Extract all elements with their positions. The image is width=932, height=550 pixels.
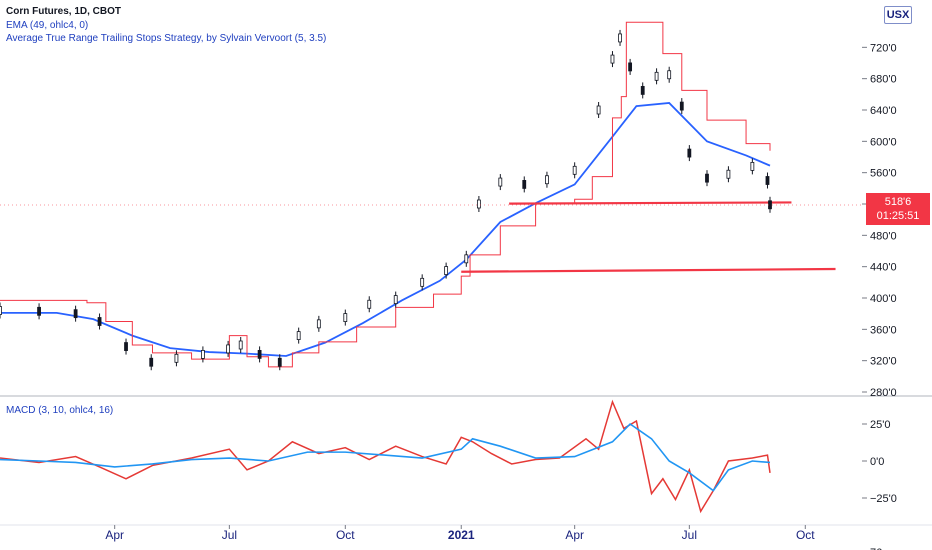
candle [750, 161, 755, 171]
atr-trailing-stop-line [0, 21, 771, 368]
candle [124, 342, 128, 351]
price-tick-label: 600'0 [870, 136, 897, 148]
atr-indicator-label[interactable]: Average True Range Trailing Stops Strate… [6, 33, 327, 44]
candle [640, 86, 645, 95]
candle [476, 199, 481, 209]
signal-line [0, 422, 771, 492]
candle [97, 317, 102, 326]
time-tick-label: Oct [336, 528, 355, 542]
macd-axis[interactable]: 25'0 0'0 −25'0 [862, 419, 897, 505]
candle [545, 175, 549, 185]
candle [420, 277, 425, 287]
last-price-value: 518'6 [884, 196, 912, 208]
time-tick-label: Oct [796, 528, 815, 542]
price-tick-label: 560'0 [870, 168, 897, 180]
candle [296, 331, 301, 341]
candle [174, 353, 179, 363]
symbol-title[interactable]: Corn Futures, 1D, CBOT [6, 6, 122, 17]
macd-tick-label: 0'0 [870, 456, 884, 468]
candle [765, 176, 770, 185]
candle [705, 173, 709, 183]
price-tick-label: 680'0 [870, 74, 897, 86]
candle [667, 70, 672, 80]
currency-unit-badge[interactable]: USX [884, 6, 912, 24]
price-tick-label: 76 [870, 547, 882, 550]
candle [654, 71, 659, 81]
candle [618, 33, 622, 43]
candle [464, 254, 469, 264]
candle [572, 165, 577, 175]
price-tick-label: 480'0 [870, 230, 897, 242]
candle [73, 309, 78, 319]
candle [610, 54, 615, 64]
time-tick-label: Apr [105, 528, 124, 542]
candle [628, 62, 633, 72]
price-pane[interactable] [0, 21, 862, 371]
time-tick-label: Apr [565, 528, 584, 542]
time-axis[interactable]: Apr Jul Oct 2021 Apr Jul Oct [105, 525, 815, 542]
pane-separators [0, 395, 932, 526]
price-tick-label: 400'0 [870, 293, 897, 305]
candle [726, 169, 731, 179]
candle [200, 349, 205, 359]
candle [226, 344, 231, 354]
candle [522, 180, 527, 189]
candle [149, 357, 154, 367]
candle [37, 306, 41, 316]
horizontal-support-line [461, 267, 836, 273]
candle [238, 340, 243, 350]
price-axis[interactable]: 280'0320'0360'0400'0440'0480'0520'0560'0… [862, 42, 897, 550]
price-tick-label: 720'0 [870, 42, 897, 54]
candle [367, 299, 372, 309]
candle [343, 313, 348, 322]
candle [444, 266, 449, 275]
macd-indicator-label[interactable]: MACD (3, 10, ohlc4, 16) [6, 405, 114, 416]
last-price-tag: 518'6 01:25:51 [866, 193, 930, 225]
time-tick-label: Jul [682, 528, 697, 542]
candle [679, 101, 684, 111]
candle [316, 319, 321, 329]
time-tick-label: Jul [222, 528, 237, 542]
macd-tick-label: 25'0 [870, 419, 890, 431]
candle [498, 177, 503, 187]
candles [0, 29, 772, 371]
candle [687, 148, 692, 158]
price-tick-label: 440'0 [870, 262, 897, 274]
candle [257, 349, 262, 359]
candle [0, 306, 2, 315]
price-tick-label: 360'0 [870, 324, 897, 336]
bar-countdown: 01:25:51 [876, 210, 920, 222]
price-tick-label: 280'0 [870, 387, 897, 399]
horizontal-support-line [509, 201, 792, 205]
macd-pane[interactable] [0, 399, 771, 514]
candle [596, 105, 601, 115]
price-tick-label: 320'0 [870, 356, 897, 368]
ema-line [0, 102, 771, 357]
price-tick-label: 640'0 [870, 105, 897, 117]
candle [277, 357, 282, 367]
macd-line [0, 399, 771, 514]
macd-tick-label: −25'0 [870, 493, 897, 505]
ema-indicator-label[interactable]: EMA (49, ohlc4, 0) [6, 20, 89, 31]
candle [393, 295, 398, 304]
time-tick-label: 2021 [448, 528, 475, 542]
